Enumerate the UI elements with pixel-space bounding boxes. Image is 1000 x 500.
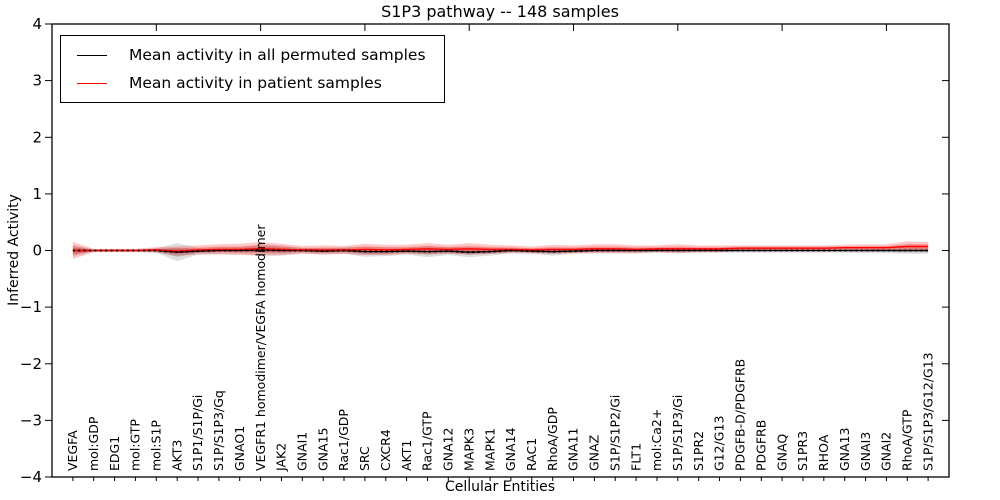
x-tick-label: RhoA/GDP xyxy=(545,407,560,471)
x-tick-label: RAC1 xyxy=(524,438,539,471)
x-tick-label: S1P/S1P3/Gq xyxy=(211,390,226,471)
permuted-mean-dotted-overlay xyxy=(72,248,929,254)
x-tick-label: AKT1 xyxy=(399,440,414,471)
y-tick-label: −4 xyxy=(20,468,42,486)
permuted-band xyxy=(72,243,929,262)
y-tick-label: 0 xyxy=(32,242,42,260)
x-tick-label: GNAI1 xyxy=(295,432,310,471)
x-tick-label: VEGFA xyxy=(65,430,80,471)
x-tick-label: PDGFB-D/PDGFRB xyxy=(733,359,748,471)
x-tick-label: mol:GDP xyxy=(86,416,101,471)
x-tick-label: VEGFR1 homodimer/VEGFA homodimer xyxy=(253,224,268,471)
legend-item-permuted: Mean activity in all permuted samples xyxy=(61,41,426,69)
x-tick-label: RHOA xyxy=(816,434,831,471)
x-tick-label: RhoA/GTP xyxy=(900,409,915,471)
plot-border xyxy=(51,23,950,478)
y-tick-label: 3 xyxy=(32,72,42,90)
x-tick-label: G12/G13 xyxy=(712,416,727,471)
x-tick-label: CXCR4 xyxy=(378,429,393,471)
x-tick-label: GNAQ xyxy=(774,434,789,471)
x-tick-label: GNAZ xyxy=(587,435,602,471)
x-tick-label: S1P/S1P3/G12/G13 xyxy=(920,352,935,471)
x-tick-label: S1P/S1P2/Gi xyxy=(607,395,622,471)
y-tick-label: 4 xyxy=(32,15,42,33)
x-tick-label: GNA14 xyxy=(503,427,518,471)
y-tick-label: 2 xyxy=(32,128,42,146)
x-tick-label: GNA15 xyxy=(315,428,330,472)
x-tick-label: GNA11 xyxy=(566,428,581,472)
legend-label: Mean activity in patient samples xyxy=(129,74,382,92)
x-tick-label: FLT1 xyxy=(628,443,643,471)
x-tick-label: SRC xyxy=(357,446,372,471)
x-tick-label: GNAI2 xyxy=(879,432,894,471)
patient-mean-line xyxy=(72,245,929,252)
x-tick-label: S1PR2 xyxy=(691,431,706,471)
x-tick-label: PDGFRB xyxy=(754,420,769,471)
legend-label: Mean activity in all permuted samples xyxy=(129,46,426,64)
legend: Mean activity in all permuted samples Mea… xyxy=(60,35,445,103)
x-tick-label: S1P/S1P3/Gi xyxy=(670,395,685,471)
x-tick-label: mol:S1P xyxy=(149,420,164,471)
y-tick-label: 1 xyxy=(32,185,42,203)
y-tick-label: −2 xyxy=(20,355,42,373)
x-tick-label: MAPK1 xyxy=(482,428,497,471)
x-tick-label: GNA12 xyxy=(441,428,456,472)
x-tick-label: AKT3 xyxy=(169,440,184,471)
x-tick-label: JAK2 xyxy=(274,443,289,472)
x-tick-label: GNAO1 xyxy=(232,426,247,471)
x-tick-label: Rac1/GDP xyxy=(336,409,351,471)
x-axis-label: Cellular Entities xyxy=(444,479,556,495)
chart-title: S1P3 pathway -- 148 samples xyxy=(381,2,619,21)
y-axis-label: Inferred Activity xyxy=(6,194,22,306)
x-tick-label: GNA13 xyxy=(837,428,852,472)
x-tick-label: GNAI3 xyxy=(858,432,873,471)
x-tick-label: mol:GTP xyxy=(128,419,143,471)
x-tick-label: S1P1/S1P/Gi xyxy=(190,395,205,471)
y-tick-label: −3 xyxy=(20,411,42,429)
x-tick-label: EDG1 xyxy=(107,436,122,471)
legend-line-sample-permuted xyxy=(77,54,107,56)
x-tick-label: mol:Ca2+ xyxy=(649,409,664,471)
x-tick-label: MAPK3 xyxy=(461,428,476,471)
x-tick-label: Rac1/GTP xyxy=(420,411,435,471)
legend-line-sample-patient xyxy=(77,82,107,84)
y-tick-label: −1 xyxy=(20,298,42,316)
x-tick-label: S1PR3 xyxy=(795,431,810,471)
legend-item-patient: Mean activity in patient samples xyxy=(61,69,426,97)
